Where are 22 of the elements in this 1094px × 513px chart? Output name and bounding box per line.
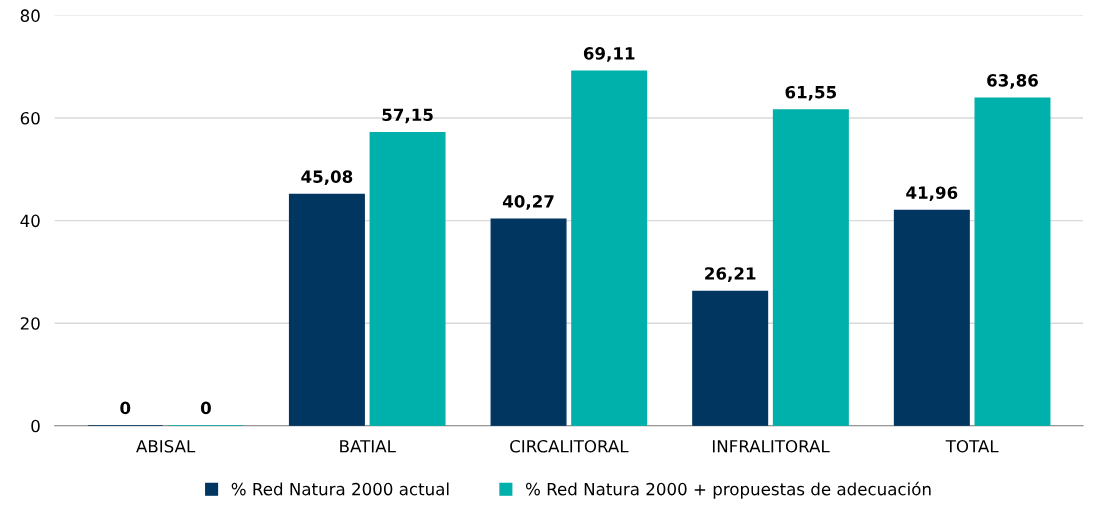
data-label: 69,11: [583, 47, 635, 62]
data-label: 57,15: [382, 108, 433, 124]
x-tick-label: ABISAL: [136, 439, 196, 453]
x-tick-label: BATIAL: [340, 440, 396, 453]
y-tick-label: 40: [20, 214, 40, 228]
legend-label: % Red Natura 2000 actual: [231, 482, 449, 496]
data-label: 0: [120, 401, 131, 415]
data-label: 40,27: [502, 195, 554, 210]
x-tick-label: CIRCALITORAL: [510, 439, 629, 453]
data-label: 61,55: [785, 85, 837, 101]
data-label: 41,96: [906, 186, 958, 202]
x-tick-label: TOTAL: [945, 439, 999, 453]
legend-label: % Red Natura 2000 + propuestas de adecuación: [525, 481, 931, 499]
data-label: 0: [200, 401, 211, 415]
y-tick-label: 60: [20, 111, 40, 125]
y-tick-label: 20: [20, 317, 40, 330]
y-tick-label: 80: [20, 9, 40, 22]
x-tick-label: INFRALITORAL: [712, 439, 830, 453]
data-label: 45,08: [301, 170, 353, 186]
data-label: 26,21: [705, 267, 756, 282]
data-label: 63,86: [987, 74, 1038, 89]
y-tick-label: 0: [31, 419, 40, 433]
